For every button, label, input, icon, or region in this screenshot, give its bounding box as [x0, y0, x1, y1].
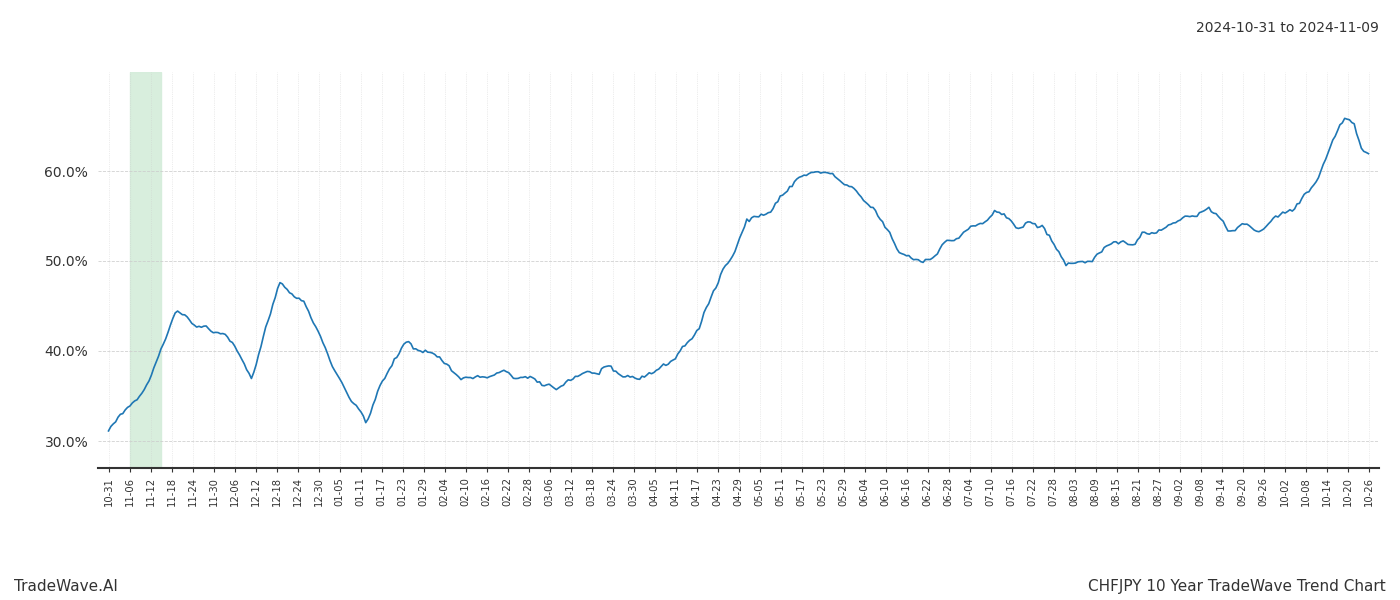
Bar — [130, 72, 161, 468]
Text: 2024-10-31 to 2024-11-09: 2024-10-31 to 2024-11-09 — [1196, 21, 1379, 35]
Text: TradeWave.AI: TradeWave.AI — [14, 579, 118, 594]
Text: CHFJPY 10 Year TradeWave Trend Chart: CHFJPY 10 Year TradeWave Trend Chart — [1088, 579, 1386, 594]
